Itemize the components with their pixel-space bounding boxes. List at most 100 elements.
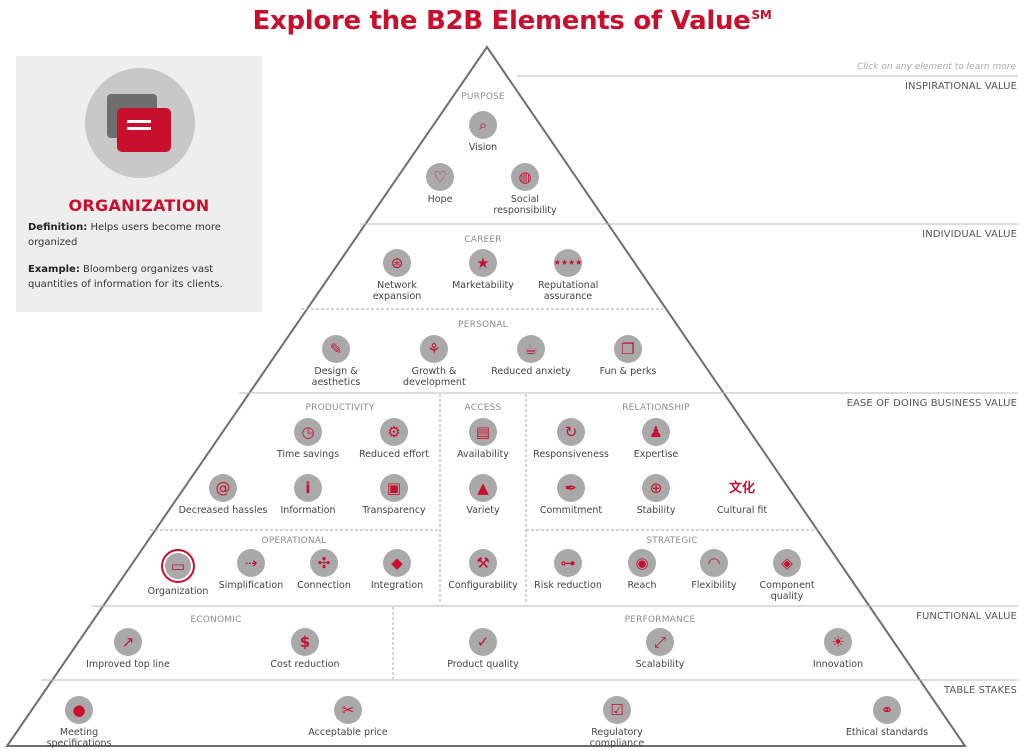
folder-front-shape — [117, 108, 171, 152]
element-responsiveness[interactable]: ↻ Responsiveness — [521, 418, 621, 460]
group-productivity: PRODUCTIVITY — [305, 403, 375, 413]
element-growth-development[interactable]: ⚘ Growth & development — [384, 335, 484, 388]
element-commitment[interactable]: ✒ Commitment — [521, 474, 621, 516]
server-rack-icon: ▤ — [469, 418, 497, 446]
element-component-quality[interactable]: ◈ Component quality — [737, 549, 837, 602]
arcs-icon: ◠ — [700, 549, 728, 577]
group-operational: OPERATIONAL — [261, 536, 327, 546]
culture-glyph-icon: 文化 — [728, 480, 755, 496]
folder-icon: ▭ — [161, 549, 195, 583]
element-innovation[interactable]: ☀ Innovation — [788, 628, 888, 670]
element-detail-card: ORGANIZATION Definition: Helps users bec… — [16, 56, 262, 312]
element-regulatory-compliance[interactable]: ☑ Regulatory compliance — [567, 696, 667, 749]
group-economic: ECONOMIC — [190, 615, 242, 625]
gyroscope-icon: ⊕ — [642, 474, 670, 502]
element-time-savings[interactable]: ◷ Time savings — [258, 418, 358, 460]
group-personal: PERSONAL — [458, 320, 508, 330]
element-decreased-hassles[interactable]: @ Decreased hassles — [173, 474, 273, 516]
element-vision[interactable]: ⌕ Vision — [433, 111, 533, 153]
element-reduced-effort[interactable]: ⚙ Reduced effort — [344, 418, 444, 460]
checklist-icon: ☑ — [603, 696, 631, 724]
spiral-icon: @ — [209, 474, 237, 502]
info-icon: i — [294, 474, 322, 502]
element-improved-top-line[interactable]: ↗ Improved top line — [78, 628, 178, 670]
hint-text: Click on any element to learn more — [857, 62, 1016, 72]
element-connection[interactable]: ✣ Connection — [274, 549, 374, 591]
element-organization[interactable]: ▭ Organization — [128, 549, 228, 597]
shapes-icon: ▲ — [469, 474, 497, 502]
element-variety[interactable]: ▲ Variety — [433, 474, 533, 516]
globe-hands-icon: ◍ — [511, 163, 539, 191]
element-ethical-standards[interactable]: ⚭ Ethical standards — [837, 696, 937, 738]
diamond-icon: ◈ — [773, 549, 801, 577]
element-design-aesthetics[interactable]: ✎ Design & aesthetics — [286, 335, 386, 388]
folder-icon — [85, 68, 195, 178]
spec-pin-icon: ● — [65, 696, 93, 724]
element-information[interactable]: i Information — [258, 474, 358, 516]
price-tag-icon: ✂ — [334, 696, 362, 724]
puzzle-icon: ◆ — [383, 549, 411, 577]
element-acceptable-price[interactable]: ✂ Acceptable price — [298, 696, 398, 738]
element-hope[interactable]: ♡ Hope — [390, 163, 490, 205]
element-reduced-anxiety[interactable]: ☕ Reduced anxiety — [481, 335, 581, 377]
element-configurability[interactable]: ⚒ Configurability — [433, 549, 533, 591]
element-network-expansion[interactable]: ⊛ Network expansion — [347, 249, 447, 302]
element-reputational-assurance[interactable]: ★★★★ Reputational assurance — [518, 249, 618, 302]
phone-star-icon: ★ — [469, 249, 497, 277]
element-fun-perks[interactable]: ❒ Fun & perks — [578, 335, 678, 377]
group-access: ACCESS — [464, 403, 502, 413]
stars-rating-icon: ★★★★ — [554, 249, 582, 277]
growth-chart-icon: ↗ — [114, 628, 142, 656]
element-cost-reduction[interactable]: $ Cost reduction — [255, 628, 355, 670]
element-product-quality[interactable]: ✓ Product quality — [433, 628, 533, 670]
gift-bag-icon: ❒ — [614, 335, 642, 363]
thumbs-up-icon: ✓ — [469, 628, 497, 656]
lightbulb-icon: ☀ — [824, 628, 852, 656]
detail-title: ORGANIZATION — [68, 196, 210, 215]
element-reach[interactable]: ◉ Reach — [592, 549, 692, 591]
band-label-inspirational: INSPIRATIONAL VALUE — [904, 81, 1017, 92]
handshake-icon: ⚭ — [873, 696, 901, 724]
simplify-icon: ⇢ — [237, 549, 265, 577]
element-scalability[interactable]: ⤢ Scalability — [610, 628, 710, 670]
sprout-icon: ⚘ — [420, 335, 448, 363]
detail-definition: Definition: Helps users become more orga… — [28, 222, 221, 248]
window-icon: ▣ — [380, 474, 408, 502]
element-transparency[interactable]: ▣ Transparency — [344, 474, 444, 516]
group-career: CAREER — [464, 235, 502, 245]
element-flexibility[interactable]: ◠ Flexibility — [664, 549, 764, 591]
nodes-icon: ✣ — [310, 549, 338, 577]
lock-chain-icon: ⊶ — [554, 549, 582, 577]
pencil-ruler-icon: ✎ — [322, 335, 350, 363]
element-cultural-fit[interactable]: 文化 Cultural fit — [692, 474, 792, 517]
element-marketability[interactable]: ★ Marketability — [433, 249, 533, 291]
band-label-table-stakes: TABLE STAKES — [943, 685, 1017, 696]
element-integration[interactable]: ◆ Integration — [347, 549, 447, 591]
wrench-icon: ⚒ — [469, 549, 497, 577]
element-expertise[interactable]: ♟ Expertise — [606, 418, 706, 460]
band-label-functional: FUNCTIONAL VALUE — [916, 611, 1017, 622]
watch-icon: ◷ — [294, 418, 322, 446]
refresh-arrows-icon: ↻ — [557, 418, 585, 446]
telescope-icon: ⌕ — [469, 111, 497, 139]
detail-example: Example: Bloomberg organizes vast quanti… — [28, 264, 223, 290]
group-strategic: STRATEGIC — [646, 536, 698, 546]
gears-icon: ⚙ — [380, 418, 408, 446]
element-availability[interactable]: ▤ Availability — [433, 418, 533, 460]
group-relationship: RELATIONSHIP — [622, 403, 690, 413]
signature-pen-icon: ✒ — [557, 474, 585, 502]
scale-up-icon: ⤢ — [646, 628, 674, 656]
group-purpose: PURPOSE — [461, 92, 505, 102]
element-simplification[interactable]: ⇢ Simplification — [201, 549, 301, 591]
element-stability[interactable]: ⊕ Stability — [606, 474, 706, 516]
element-risk-reduction[interactable]: ⊶ Risk reduction — [518, 549, 618, 591]
price-cut-icon: $ — [291, 628, 319, 656]
page-title: Explore the B2B Elements of ValueSM — [252, 6, 772, 36]
antenna-icon: ◉ — [628, 549, 656, 577]
element-social-responsibility[interactable]: ◍ Social responsibility — [475, 163, 575, 216]
element-meeting-specifications[interactable]: ● Meeting specifications — [29, 696, 129, 749]
tea-cup-icon: ☕ — [517, 335, 545, 363]
pyramid-outline — [5, 45, 967, 747]
band-label-ease: EASE OF DOING BUSINESS VALUE — [846, 398, 1017, 409]
